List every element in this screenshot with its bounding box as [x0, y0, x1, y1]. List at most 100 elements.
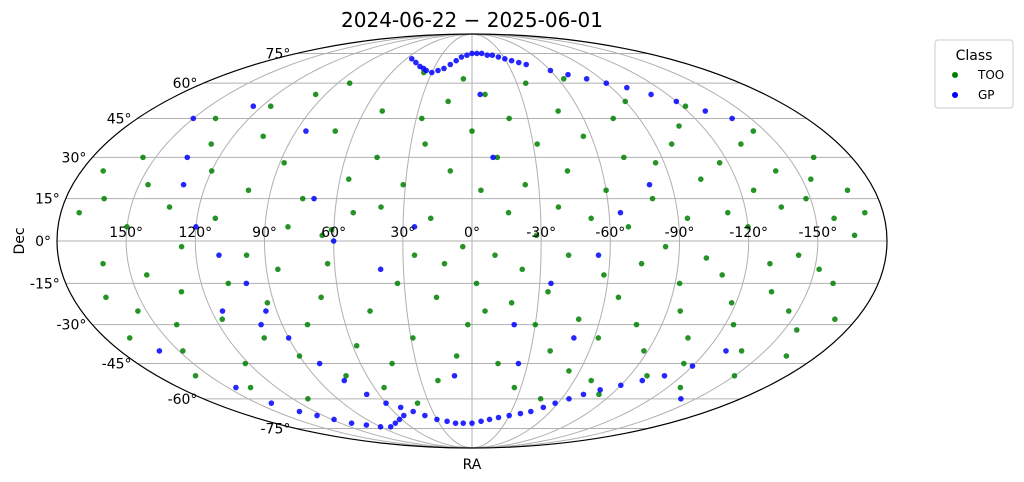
point-too: [731, 372, 738, 379]
point-gp: [469, 50, 475, 57]
point-gp: [441, 65, 447, 72]
point-too: [394, 280, 401, 287]
point-too: [296, 353, 303, 359]
ra-tick-label: -60°: [595, 225, 625, 241]
point-too: [312, 91, 319, 98]
point-gp: [387, 424, 394, 430]
point-gp: [411, 224, 418, 230]
point-too: [192, 372, 199, 379]
point-too: [427, 215, 434, 222]
point-gp: [484, 52, 491, 58]
point-too: [603, 187, 609, 194]
point-too: [795, 252, 802, 258]
dec-tick-label: 15°: [35, 192, 60, 208]
point-gp: [639, 377, 646, 384]
point-gp: [702, 108, 709, 114]
point-gp: [377, 424, 384, 430]
point-gp: [490, 154, 496, 161]
point-too: [433, 294, 440, 301]
x-axis-label: RA: [463, 457, 482, 473]
point-too: [225, 280, 232, 287]
point-gp: [552, 400, 558, 406]
point-too: [445, 98, 451, 105]
point-too: [580, 133, 587, 140]
point-gp: [219, 308, 226, 314]
point-gp: [646, 181, 653, 188]
point-gp: [263, 308, 269, 314]
ra-tick-label: -150°: [798, 225, 837, 241]
point-too: [478, 187, 484, 194]
point-too: [353, 342, 360, 349]
point-too: [208, 141, 215, 147]
point-gp: [330, 238, 337, 244]
point-too: [482, 308, 488, 314]
point-too: [522, 181, 529, 188]
ra-tick-label: -90°: [665, 225, 695, 241]
ra-tick-label: -30°: [526, 225, 556, 241]
point-too: [844, 187, 851, 194]
point-too: [243, 252, 250, 258]
point-too: [750, 187, 757, 194]
point-gp: [458, 54, 465, 60]
point-too: [508, 300, 515, 306]
point-gp: [341, 377, 348, 384]
point-gp: [258, 321, 264, 328]
point-gp: [618, 382, 624, 389]
point-too: [145, 181, 151, 188]
point-too: [267, 103, 274, 110]
point-gp: [523, 61, 530, 68]
point-gp: [184, 154, 191, 161]
legend-label-too: TOO: [977, 68, 1004, 82]
point-too: [419, 115, 425, 122]
point-too: [588, 215, 594, 222]
point-too: [410, 335, 416, 341]
point-too: [459, 243, 466, 250]
point-gp: [469, 420, 475, 426]
point-gp: [729, 115, 735, 122]
point-gp: [453, 57, 459, 64]
point-too: [492, 252, 498, 258]
point-too: [682, 103, 689, 110]
point-too: [245, 187, 252, 194]
point-gp: [477, 91, 483, 98]
point-too: [768, 288, 775, 295]
dec-tick-label: -30°: [56, 318, 86, 334]
point-too: [681, 360, 687, 367]
point-too: [810, 154, 817, 161]
point-gp: [408, 56, 415, 62]
point-gp: [624, 84, 630, 91]
point-gp: [502, 56, 508, 62]
legend-marker-gp: [952, 92, 958, 98]
point-gp: [603, 80, 610, 86]
point-too: [615, 294, 622, 301]
point-gp: [331, 416, 337, 423]
point-too: [534, 141, 540, 147]
legend: Class TOO GP: [934, 39, 1014, 109]
point-gp: [723, 348, 729, 354]
point-too: [482, 91, 488, 98]
point-too: [625, 224, 632, 230]
point-too: [140, 154, 146, 161]
point-too: [473, 280, 480, 287]
legend-title: Class: [956, 48, 993, 64]
dec-tick-label: -45°: [102, 357, 132, 373]
legend-frame: [934, 39, 1014, 109]
point-too: [565, 252, 572, 258]
point-gp: [548, 280, 554, 287]
point-gp: [377, 266, 384, 273]
point-gp: [478, 50, 485, 57]
point-gp: [495, 54, 502, 60]
point-too: [785, 308, 792, 314]
point-too: [378, 204, 384, 210]
point-gp: [597, 387, 603, 393]
point-too: [76, 209, 82, 216]
point-too: [750, 128, 757, 134]
point-too: [464, 321, 471, 328]
point-gp: [528, 408, 534, 415]
point-too: [469, 128, 475, 134]
point-too: [778, 204, 785, 210]
point-gp: [193, 224, 199, 230]
ra-tick-label: 60°: [321, 225, 346, 241]
map-boundary: [56, 33, 888, 449]
point-too: [453, 353, 460, 359]
